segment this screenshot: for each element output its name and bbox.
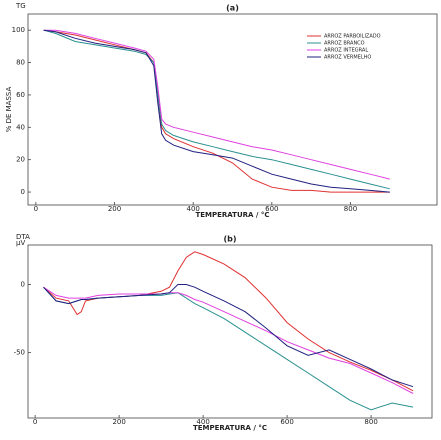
x-axis-label: TEMPERATURA / °C: [195, 211, 269, 219]
legend-label: ARROZ BRANCO: [324, 41, 365, 47]
data-line: [43, 286, 414, 411]
data-line: [43, 29, 390, 193]
x-tick-label: 200: [112, 418, 125, 426]
data-line: [43, 29, 390, 190]
y-tick-label: 0: [21, 188, 25, 196]
x-tick-label: 600: [280, 418, 293, 426]
y-tick-label: 40: [16, 123, 25, 131]
data-line: [43, 251, 414, 392]
legend-label: ARROZ VERMELHO: [324, 55, 371, 61]
x-axis-label: TEMPERATURA / °C: [193, 424, 267, 432]
legend-label: ARROZ PARBOILIZADO: [324, 34, 381, 40]
corner-unit: µV: [16, 239, 25, 247]
y-tick-label: 60: [16, 91, 25, 99]
y-tick-label: -50: [14, 349, 25, 357]
x-tick-label: 600: [265, 205, 278, 213]
plot-frame: [27, 244, 433, 419]
x-tick-label: 0: [34, 205, 38, 213]
x-tick-label: 800: [344, 205, 357, 213]
corner-label: DTA: [16, 233, 30, 241]
data-line: [43, 29, 390, 193]
y-tick-label: 20: [16, 156, 25, 164]
plot-frame: [27, 13, 438, 206]
x-tick-label: 400: [186, 205, 199, 213]
y-axis-label: % DE MASSA: [5, 87, 13, 133]
x-tick-label: 0: [33, 418, 37, 426]
y-tick-label: 0: [21, 281, 25, 289]
corner-label: TG: [15, 2, 26, 10]
chart-title: (a): [226, 4, 239, 13]
data-line: [43, 286, 414, 394]
legend-label: ARROZ INTEGRAL: [324, 48, 368, 54]
chart-title: (b): [223, 235, 236, 244]
y-tick-label: 80: [16, 59, 25, 67]
x-tick-label: 200: [108, 205, 121, 213]
x-tick-label: 400: [196, 418, 209, 426]
x-tick-label: 800: [364, 418, 377, 426]
y-tick-label: 100: [12, 26, 25, 34]
data-line: [43, 29, 390, 180]
data-line: [43, 284, 414, 388]
